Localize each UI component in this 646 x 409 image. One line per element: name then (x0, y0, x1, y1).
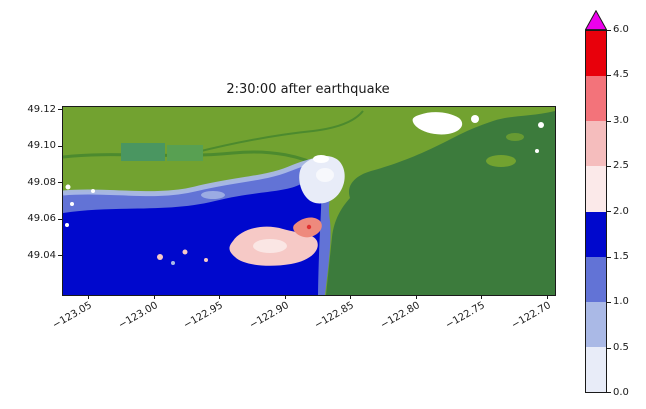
x-tick-mark (416, 295, 417, 299)
y-axis-tick-label: 49.12 (27, 104, 56, 115)
colorbar-tick-label: 2.0 (613, 206, 629, 217)
map-plot (62, 106, 556, 296)
x-tick-mark (154, 295, 155, 299)
map-detail-specks (65, 112, 544, 227)
colorbar-tick-mark (607, 211, 611, 212)
plot-title: 2:30:00 after earthquake (226, 82, 390, 97)
inundation-map (63, 107, 555, 295)
y-tick-mark (58, 146, 62, 147)
colorbar-tick-label: 1.0 (613, 296, 629, 307)
colorbar-tick-mark (607, 348, 611, 349)
sand-spit (313, 155, 329, 163)
x-axis-tick-label: −122.95 (181, 300, 225, 332)
x-tick-mark (350, 295, 351, 299)
river-mouth-core (316, 168, 334, 182)
colorbar-tick-label: 0.0 (613, 387, 629, 398)
colorbar-tick-label: 1.5 (613, 251, 629, 262)
y-tick-mark (58, 255, 62, 256)
colorbar-tick-label: 4.5 (613, 69, 629, 80)
colorbar-tick-mark (607, 302, 611, 303)
x-axis-tick-label: −122.90 (247, 300, 291, 332)
colorbar (585, 30, 607, 393)
x-axis-tick-label: −122.80 (378, 300, 422, 332)
x-tick-mark (88, 295, 89, 299)
y-axis-tick-label: 49.04 (27, 250, 56, 261)
y-axis-tick-label: 49.10 (27, 140, 56, 151)
field-patches (121, 143, 203, 161)
river-lines (63, 110, 364, 169)
y-tick-mark (58, 219, 62, 220)
flood-light-speck (201, 191, 225, 199)
x-axis-tick-label: −123.05 (50, 300, 94, 332)
x-axis-tick-label: −122.70 (509, 300, 553, 332)
y-tick-mark (58, 182, 62, 183)
colorbar-tick-mark (607, 392, 611, 393)
colorbar-over-triangle (585, 10, 607, 30)
y-tick-mark (58, 109, 62, 110)
x-axis-tick-label: −123.00 (116, 300, 160, 332)
flood-dark-blue (63, 182, 322, 295)
colorbar-tick-label: 2.5 (613, 160, 629, 171)
x-tick-mark (547, 295, 548, 299)
colorbar-tick-label: 0.5 (613, 342, 629, 353)
x-axis-tick-label: −122.85 (312, 300, 356, 332)
colorbar-tick-label: 6.0 (613, 24, 629, 35)
x-tick-mark (219, 295, 220, 299)
pink-inundation-patches (157, 217, 322, 266)
colorbar-tick-mark (607, 121, 611, 122)
x-tick-mark (481, 295, 482, 299)
colorbar-tick-mark (607, 75, 611, 76)
colorbar-tick-mark (607, 30, 611, 31)
colorbar-tick-mark (607, 166, 611, 167)
y-axis-tick-label: 49.06 (27, 213, 56, 224)
colorbar-tick-label: 3.0 (613, 115, 629, 126)
colorbar-tick-mark (607, 257, 611, 258)
y-axis-tick-label: 49.08 (27, 177, 56, 188)
x-axis-tick-label: −122.75 (443, 300, 487, 332)
x-tick-mark (285, 295, 286, 299)
